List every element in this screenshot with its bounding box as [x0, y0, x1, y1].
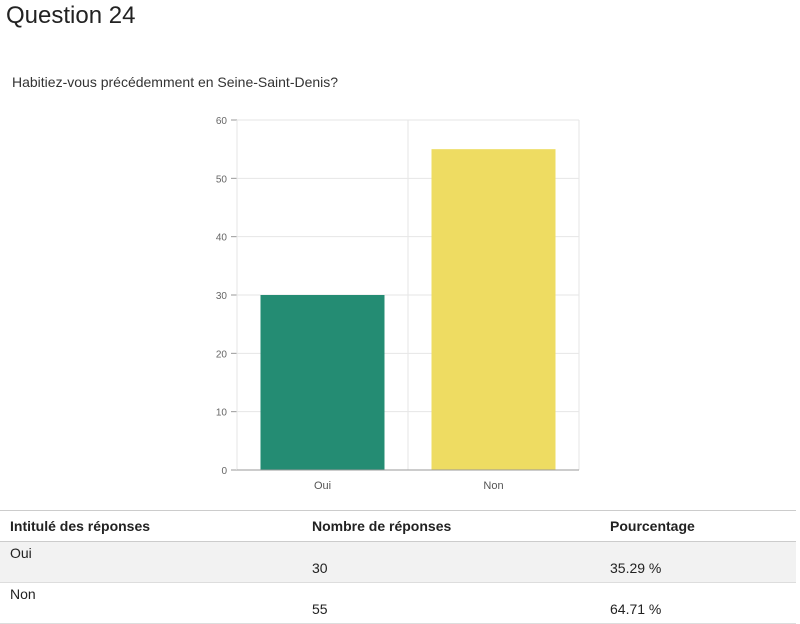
y-tick-label: 30 [216, 291, 228, 302]
row-label: Non [0, 582, 302, 624]
bar-oui [260, 295, 385, 470]
bar-chart: 0 10 20 30 40 50 60 Oui Non [216, 116, 580, 492]
row-count: 55 [302, 582, 600, 624]
results-table: Intitulé des réponses Nombre de réponses… [0, 510, 796, 624]
header-count: Nombre de réponses [302, 510, 600, 542]
table-row: Non 55 64.71 % [0, 582, 796, 624]
row-label-text: Oui [10, 545, 32, 561]
y-tick-label: 10 [216, 408, 228, 419]
question-text: Habitiez-vous précédemment en Seine-Sain… [12, 74, 339, 90]
y-tick-label: 50 [216, 174, 228, 185]
row-label-text: Non [10, 586, 36, 602]
x-tick-label: Oui [314, 480, 331, 492]
header-percent: Pourcentage [600, 510, 796, 542]
row-percent-text: 35.29 % [610, 560, 662, 576]
y-tick-label: 60 [216, 116, 228, 127]
row-count: 30 [302, 541, 600, 583]
row-percent: 64.71 % [600, 582, 796, 624]
bar-non [431, 149, 556, 470]
row-percent: 35.29 % [600, 541, 796, 583]
table-header-row: Intitulé des réponses Nombre de réponses… [0, 510, 796, 542]
table-row: Oui 30 35.29 % [0, 541, 796, 583]
y-tick-label: 40 [216, 233, 228, 244]
page-title: Question 24 [6, 2, 136, 29]
row-count-text: 30 [312, 560, 328, 576]
y-tick-label: 0 [221, 466, 227, 477]
row-label: Oui [0, 541, 302, 583]
x-tick-label: Non [483, 480, 503, 492]
row-percent-text: 64.71 % [610, 601, 662, 617]
header-label: Intitulé des réponses [0, 510, 302, 542]
y-tick-label: 20 [216, 349, 228, 360]
row-count-text: 55 [312, 601, 328, 617]
